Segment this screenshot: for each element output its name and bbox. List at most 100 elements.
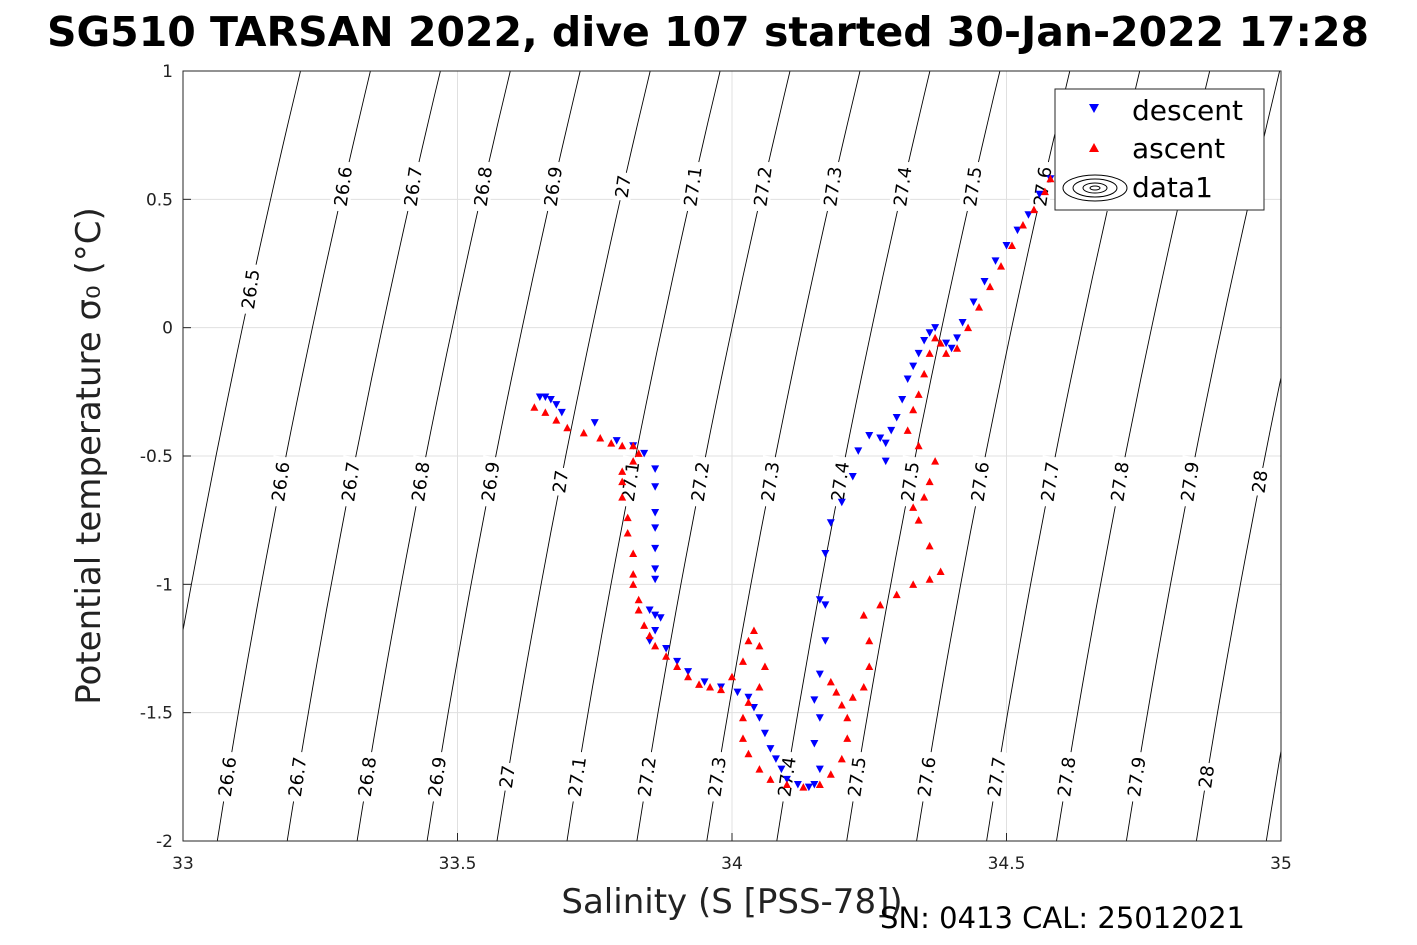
descent-point [980, 277, 989, 286]
ascent-point [618, 467, 627, 475]
descent-point [662, 645, 671, 653]
contour-label-bg [632, 750, 660, 803]
legend: descent ascent data1 [1054, 88, 1265, 211]
ascent-point [629, 549, 638, 558]
contour-label: 26.6 [266, 455, 295, 508]
descent-point [969, 298, 978, 306]
contour-label: 27.3 [756, 455, 784, 508]
ascent-point [799, 783, 808, 791]
contour-label-text: 27 [612, 174, 636, 200]
descent-point [909, 362, 918, 371]
contour-label-bg [399, 160, 426, 213]
descent-point [645, 637, 654, 645]
ascent-point [925, 541, 934, 550]
ascent-point [925, 575, 934, 583]
ascent-point [936, 339, 945, 347]
descent-point [651, 483, 660, 491]
descent-point [755, 714, 764, 722]
x-tick-label: 35 [1270, 854, 1292, 874]
ascent-point [931, 457, 940, 465]
y-tick-label: 0.5 [146, 190, 173, 210]
descent-point [684, 668, 693, 676]
ascent-point [629, 570, 638, 578]
contour-label-bg [494, 761, 519, 792]
contour-label-bg [547, 466, 572, 497]
descent-point [865, 431, 874, 440]
descent-point [920, 337, 929, 345]
ascent-point [760, 662, 769, 670]
y-tick-label: -2 [156, 832, 173, 852]
isopycnal-line [183, 71, 301, 633]
contour-label-bg [353, 750, 380, 803]
ascent-point [640, 621, 649, 629]
x-tick-label: 34.5 [988, 854, 1026, 874]
ascent-point [876, 600, 885, 609]
descent-point [733, 688, 742, 697]
descent-point [651, 508, 660, 517]
ascent-point [892, 590, 901, 599]
descent-point [821, 601, 830, 609]
ascent-point [914, 516, 923, 524]
ascent-point [997, 262, 1006, 270]
ascent-point [920, 493, 929, 501]
ascent-point [596, 434, 605, 442]
x-tick-label: 33 [172, 854, 194, 874]
ascent-point [728, 672, 736, 681]
descent-point [645, 606, 654, 614]
contour-label-bg [1028, 160, 1056, 213]
contour-label-bg [818, 160, 846, 213]
ascent-point [903, 426, 912, 434]
ascent-point [826, 770, 835, 778]
descent-point [947, 344, 956, 353]
calibration-footer: SN: 0413 CAL: 25012021 [880, 901, 1245, 935]
ascent-point [826, 677, 835, 686]
descent-point [848, 473, 857, 481]
legend-data1-contour-icon [1062, 174, 1128, 202]
descent-point [898, 396, 907, 404]
ascent-point [920, 369, 929, 378]
descent-point [651, 465, 660, 473]
contour-label-bg [982, 750, 1010, 803]
descent-point [815, 765, 824, 774]
contour-label: 28 [1193, 761, 1219, 792]
ascent-point [651, 641, 660, 650]
ascent-point [755, 765, 764, 773]
contour-label-bg [1035, 455, 1063, 508]
ascent-point [909, 580, 918, 588]
ascent-point [744, 749, 753, 758]
ascent-point [744, 698, 753, 706]
ascent-point [629, 441, 638, 450]
ascent-point [673, 662, 682, 670]
y-tick-label: 1 [162, 62, 173, 82]
ascent-point [634, 595, 643, 604]
descent-point [821, 637, 830, 645]
y-tick-label: -0.5 [140, 447, 173, 467]
contour-label-bg [610, 171, 635, 202]
ascent-point [629, 457, 638, 465]
contour-label: 27.9 [1175, 455, 1204, 508]
contour-label: 28 [1247, 466, 1272, 497]
descent-point [656, 614, 665, 622]
ascent-point [738, 657, 747, 665]
descent-point [590, 419, 599, 427]
contour-label-bg [476, 455, 504, 508]
descent-point [793, 781, 802, 789]
ascent-point [953, 344, 962, 352]
ascent-point [607, 439, 616, 447]
chart-title: SG510 TARSAN 2022, dive 107 started 30-J… [47, 8, 1369, 56]
descent-point [651, 524, 660, 532]
ascent-point [717, 685, 726, 694]
ascent-point [738, 713, 747, 722]
ascent-point [843, 713, 852, 722]
legend-descent-marker [1089, 104, 1099, 113]
ascent-point [618, 493, 627, 501]
ascent-point [623, 513, 632, 522]
descent-point [854, 447, 863, 455]
descent-point [651, 544, 660, 553]
descent-point [815, 714, 824, 722]
ascent-point [618, 477, 627, 486]
descent-point [541, 393, 550, 401]
x-tick-label: 34 [721, 854, 743, 874]
ascent-point [925, 477, 934, 486]
